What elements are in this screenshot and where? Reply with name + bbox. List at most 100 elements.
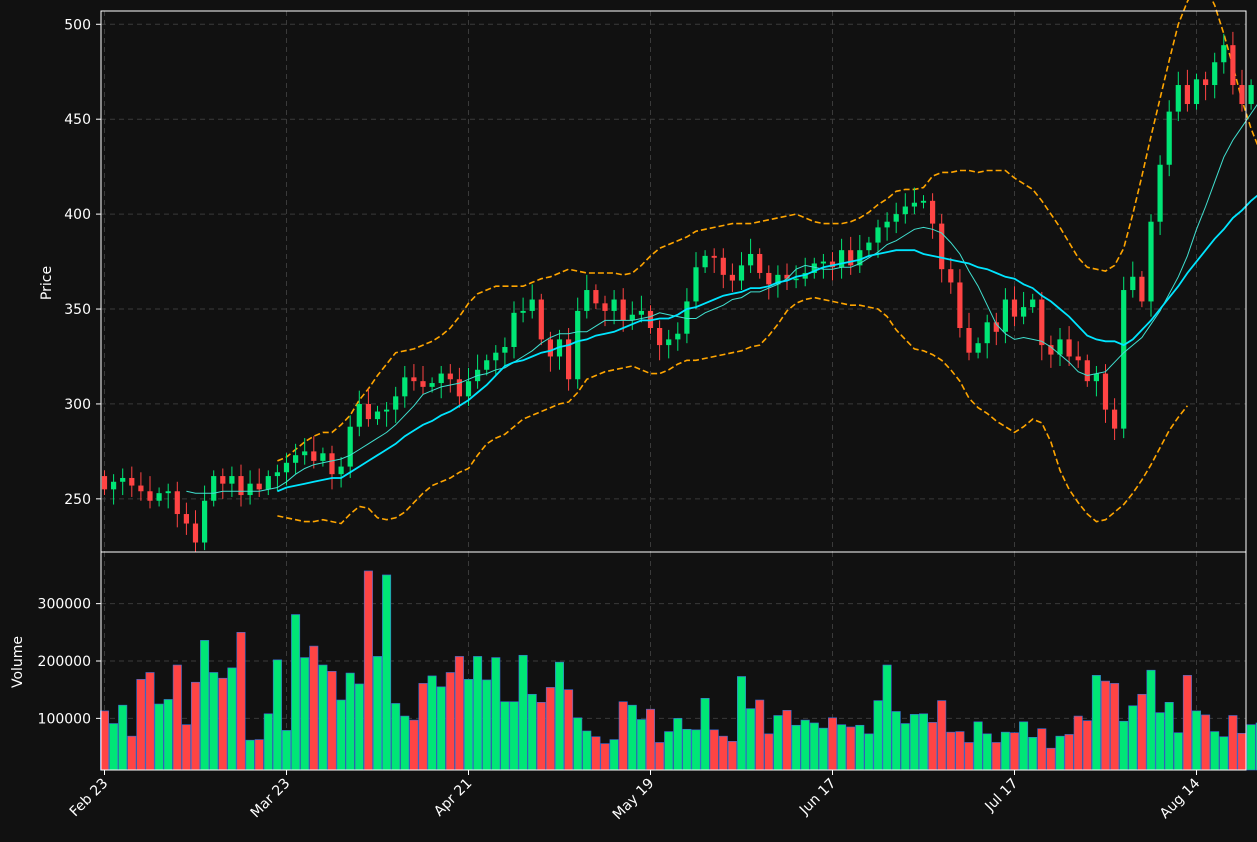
candlestick [311,436,317,469]
volume-bar [1037,728,1047,771]
candlestick [1021,291,1027,325]
volume-bars [100,570,1257,771]
volume-bar [564,689,574,771]
volume-panel: 100000 200000 300000 Volume [10,551,1257,771]
candle-body [247,483,253,496]
volume-bar [463,679,473,771]
volume-bar [118,704,128,771]
candlestick [693,252,699,310]
volume-bar [1082,720,1092,771]
candlestick [1039,291,1045,361]
volume-bar [545,687,555,771]
volume-bar [1228,715,1238,771]
candle-body [547,339,553,357]
volume-bar [1201,714,1211,771]
volume-bar [445,672,455,771]
candlestick [839,238,845,279]
candlestick [556,329,563,370]
volume-bar [718,735,728,771]
candle-body [211,476,217,501]
candlestick [101,470,108,496]
candle-body [784,274,790,279]
volume-bar [391,703,401,771]
candlestick [265,470,271,496]
volume-bar [782,710,792,771]
candle-body [447,373,453,380]
candle-body [748,253,754,266]
candle-body [775,274,781,285]
candlestick [302,438,308,465]
volume-bar [482,679,492,771]
candle-body [129,477,135,486]
volume-bar [1009,732,1019,771]
candlestick [711,248,717,273]
volume-bar [500,701,510,771]
volume-bar [991,742,1001,771]
candle-body [202,500,208,543]
candlestick [748,238,754,273]
volume-bar [227,667,237,771]
volume-bar [882,664,892,771]
candle-body [311,451,317,461]
candle-body [347,426,353,467]
volume-bar [382,574,392,771]
candlestick [984,314,990,359]
candle-body [793,278,799,281]
candle-body [957,282,963,329]
candle-body [930,200,936,224]
candle-body [1121,290,1127,429]
candle-body [1166,111,1172,165]
candlestick [229,466,235,497]
volume-bar [791,724,801,771]
volume-bar [200,640,210,771]
candlestick [575,297,581,389]
candlestick [866,236,872,256]
volume-bar [691,729,701,771]
candlestick [911,187,917,215]
candlestick [957,269,963,338]
volume-bar [582,730,592,771]
candle-body [174,491,180,515]
candle-body [911,202,917,207]
date-tick-label: Feb 23 [67,776,112,821]
volume-bar [937,700,947,771]
candle-body [229,476,235,484]
volume-bar [964,742,974,771]
candle-body [1248,85,1254,105]
candlestick [283,453,290,486]
candle-body [666,339,672,346]
candle-body [192,523,199,543]
candle-body [1112,409,1118,429]
candlestick [165,483,171,509]
candle-body [875,227,881,243]
candlestick [429,377,435,393]
volume-bar [1137,693,1147,771]
volume-bar [245,739,255,771]
volume-bar [1128,705,1138,771]
candlestick [939,214,945,283]
candlestick [493,345,499,376]
candle-body [1084,360,1090,382]
volume-bar [855,724,865,771]
volume-bar [336,699,346,771]
volume-bar [600,743,610,771]
candlestick [1102,364,1109,423]
candle-body [1221,45,1227,63]
candlestick [930,193,936,239]
volume-bar [1046,747,1056,771]
volume-bar [1028,736,1038,771]
volume-bar [636,719,646,771]
candlestick [293,443,299,475]
volume-bar [955,731,965,771]
volume-bar [127,735,137,771]
volume-bar [300,657,310,771]
candlestick [484,354,490,376]
volume-bar [946,731,956,771]
volume-bar [827,717,837,771]
candlestick [1221,33,1227,74]
price-panel-frame [100,10,1247,553]
candlestick [211,470,217,507]
candlestick [948,257,954,294]
candle-body [611,299,617,311]
